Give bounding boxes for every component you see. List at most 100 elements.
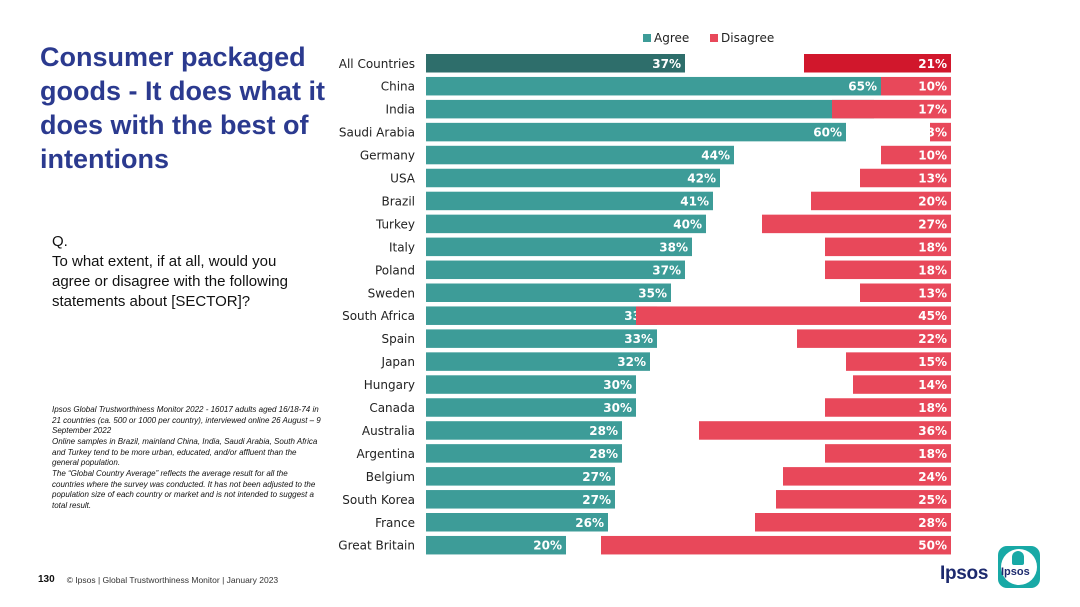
category-label-brazil: Brazil [382, 194, 416, 208]
legend-swatch-agree [643, 34, 651, 42]
agree-bar-china [426, 76, 881, 96]
disagree-bar-japan [846, 352, 951, 371]
category-label-sweden: Sweden [368, 286, 415, 300]
category-label-all-countries: All Countries [339, 57, 415, 71]
disagree-bar-saudi-arabia [930, 122, 951, 142]
agree-bar-argentina [426, 444, 622, 463]
disagree-value-label-argentina: 18% [918, 447, 947, 461]
agree-bar-usa [426, 168, 720, 188]
agree-bar-great-britain [426, 535, 566, 555]
question-label: Q. [52, 233, 68, 250]
agree-value-label-germany: 44% [701, 149, 730, 163]
agree-bar-all-countries [426, 54, 685, 73]
agree-bar-italy [426, 237, 692, 257]
page-number: 130 [38, 574, 55, 585]
disagree-value-label-great-britain: 50% [918, 539, 947, 553]
note-1: Ipsos Global Trustworthiness Monitor 202… [52, 405, 321, 435]
agree-value-label-sweden: 35% [638, 286, 667, 300]
disagree-bar-china [881, 76, 951, 96]
agree-disagree-bar-chart: Agree Disagree All Countries 37% 21% China 65%… [338, 31, 951, 555]
disagree-bar-sweden [860, 283, 951, 302]
agree-value-label-australia: 28% [589, 424, 618, 438]
disagree-bar-germany [881, 145, 951, 165]
disagree-bar-poland [825, 260, 951, 280]
agree-bar-spain [426, 329, 657, 348]
ipsos-badge-text: Ipsos [1001, 566, 1030, 578]
agree-bar-france [426, 513, 608, 532]
category-label-argentina: Argentina [356, 447, 415, 461]
category-label-japan: Japan [381, 355, 415, 369]
category-label-saudi-arabia: Saudi Arabia [339, 126, 415, 140]
disagree-bar-australia [699, 421, 951, 440]
disagree-bar-turkey [762, 214, 951, 234]
category-label-australia: Australia [362, 424, 415, 438]
note-3: The “Global Country Average” reflects th… [52, 469, 316, 510]
agree-bar-brazil [426, 191, 713, 211]
disagree-value-label-sweden: 13% [918, 286, 947, 300]
disagree-value-label-turkey: 27% [918, 217, 947, 231]
disagree-bar-belgium [783, 467, 951, 486]
disagree-value-label-france: 28% [918, 516, 947, 530]
disagree-value-label-india: 17% [918, 103, 947, 117]
disagree-bar-canada [825, 398, 951, 417]
disagree-bar-argentina [825, 444, 951, 463]
category-label-belgium: Belgium [366, 470, 415, 484]
legend-label-agree: Agree [654, 31, 689, 45]
legend-label-disagree: Disagree [721, 31, 774, 45]
methodology-notes: Ipsos Global Trustworthiness Monitor 202… [52, 405, 322, 512]
disagree-value-label-belgium: 24% [918, 470, 947, 484]
legend-swatch-disagree [710, 34, 718, 42]
ipsos-wordmark: Ipsos [940, 563, 989, 584]
category-label-south-africa: South Africa [342, 309, 415, 323]
category-label-india: India [386, 103, 415, 117]
disagree-bar-spain [797, 329, 951, 348]
disagree-value-label-japan: 15% [918, 355, 947, 369]
agree-value-label-argentina: 28% [589, 447, 618, 461]
disagree-value-label-spain: 22% [918, 332, 947, 346]
agree-value-label-canada: 30% [603, 401, 632, 415]
disagree-bar-india [832, 99, 951, 119]
disagree-bar-south-korea [776, 490, 951, 509]
footer: 130 © Ipsos | Global Trustworthiness Mon… [38, 574, 278, 585]
disagree-value-label-usa: 13% [918, 172, 947, 186]
disagree-value-label-all-countries: 21% [918, 57, 947, 71]
agree-value-label-south-korea: 27% [582, 493, 611, 507]
disagree-value-label-south-africa: 45% [918, 309, 947, 323]
disagree-bar-france [755, 513, 951, 532]
slide-title: Consumer packaged goods - It does what i… [40, 42, 325, 174]
agree-bar-japan [426, 352, 650, 371]
disagree-value-label-hungary: 14% [918, 378, 947, 392]
agree-bar-germany [426, 145, 734, 165]
note-2: Online samples in Brazil, mainland China… [52, 437, 318, 467]
question-text: To what extent, if at all, would you agr… [52, 253, 288, 310]
agree-value-label-usa: 42% [687, 172, 716, 186]
agree-bar-india [426, 99, 874, 119]
category-label-germany: Germany [360, 149, 415, 163]
disagree-bar-all-countries [804, 54, 951, 73]
ipsos-logo-icon: Ipsos [998, 546, 1040, 588]
agree-value-label-brazil: 41% [680, 194, 709, 208]
category-label-turkey: Turkey [375, 217, 415, 231]
category-label-china: China [381, 80, 415, 94]
agree-bar-canada [426, 398, 636, 417]
category-label-usa: USA [390, 172, 416, 186]
agree-bar-hungary [426, 375, 636, 394]
agree-bar-poland [426, 260, 685, 280]
agree-value-label-china: 65% [848, 80, 877, 94]
survey-question: Q. To what extent, if at all, would you … [52, 232, 302, 312]
agree-value-label-france: 26% [575, 516, 604, 530]
category-label-hungary: Hungary [364, 378, 415, 392]
footer-text: © Ipsos | Global Trustworthiness Monitor… [66, 574, 279, 585]
agree-bar-saudi-arabia [426, 122, 846, 142]
disagree-value-label-brazil: 20% [918, 194, 947, 208]
disagree-bar-south-africa [636, 306, 951, 325]
agree-value-label-japan: 32% [617, 355, 646, 369]
agree-value-label-poland: 37% [652, 263, 681, 277]
disagree-value-label-australia: 36% [918, 424, 947, 438]
category-label-south-korea: South Korea [342, 493, 415, 507]
category-label-poland: Poland [375, 263, 415, 277]
agree-value-label-spain: 33% [624, 332, 653, 346]
category-label-canada: Canada [369, 401, 415, 415]
agree-value-label-great-britain: 20% [533, 539, 562, 553]
disagree-bar-italy [825, 237, 951, 257]
